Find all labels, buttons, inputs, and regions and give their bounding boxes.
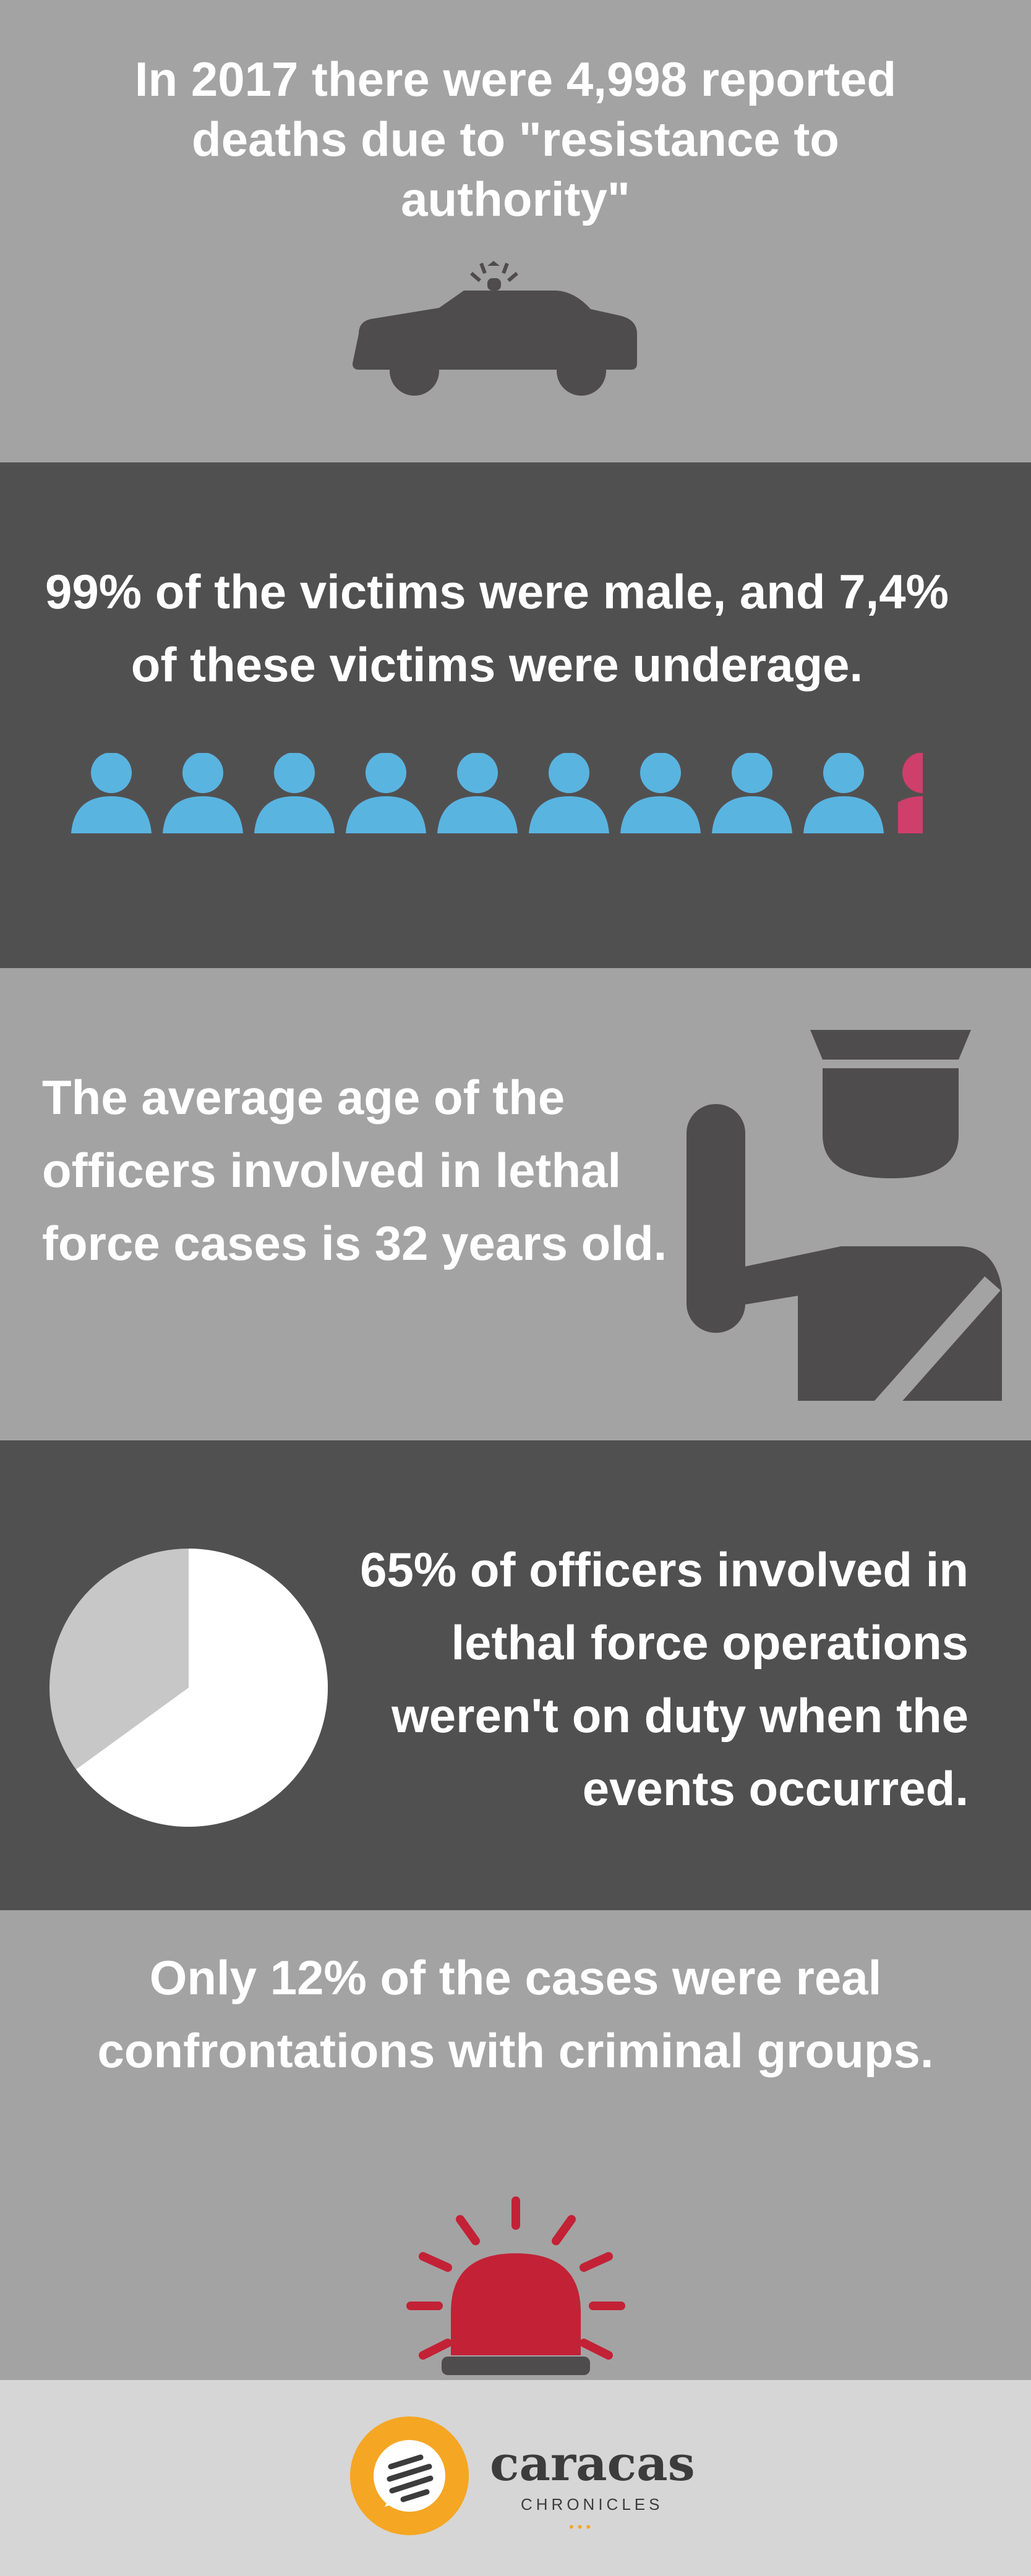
male-person-icon — [712, 753, 792, 833]
police-car-icon — [353, 261, 637, 396]
male-person-icon — [620, 753, 701, 833]
pie-chart-icon — [49, 1549, 328, 1827]
caracas-chronicles-logo-icon — [350, 2417, 469, 2535]
pie-not-on-duty-slice — [75, 1549, 328, 1827]
male-person-icon — [163, 753, 243, 833]
off-duty-text: 65% of officers involved in lethal force… — [360, 1542, 969, 1816]
total-deaths-text: In 2017 there were 4,998 reported deaths… — [134, 52, 897, 226]
victims-text: 99% of the victims were male, and 7,4% o… — [45, 564, 949, 692]
confrontations-text: Only 12% of the cases were real confront… — [97, 1950, 934, 2078]
footer: caracas CHRONICLES ••• — [0, 2380, 1031, 2576]
male-person-icon — [803, 753, 884, 833]
male-person-icon — [529, 753, 609, 833]
logo-dots: ••• — [569, 2519, 595, 2535]
male-person-icon — [346, 753, 426, 833]
police-officer-icon — [687, 1030, 1002, 1401]
siren-icon — [406, 2196, 625, 2375]
section-victims: 99% of the victims were male, and 7,4% o… — [0, 462, 1031, 968]
logo-subtitle: CHRONICLES — [521, 2495, 664, 2514]
officer-age-text: The average age of the officers involved… — [42, 1070, 667, 1270]
section-off-duty: 65% of officers involved in lethal force… — [0, 1440, 1031, 1910]
male-person-icon — [254, 753, 335, 833]
female-person-icon — [898, 753, 923, 833]
section-confrontations: Only 12% of the cases were real confront… — [0, 1910, 1031, 2380]
male-person-icon — [437, 753, 518, 833]
victims-people-row — [71, 753, 923, 833]
logo-word: caracas — [490, 2436, 695, 2492]
section-total-deaths: In 2017 there were 4,998 reported deaths… — [0, 0, 1031, 462]
section-officer-age: The average age of the officers involved… — [0, 968, 1031, 1440]
male-person-icon — [71, 753, 152, 833]
